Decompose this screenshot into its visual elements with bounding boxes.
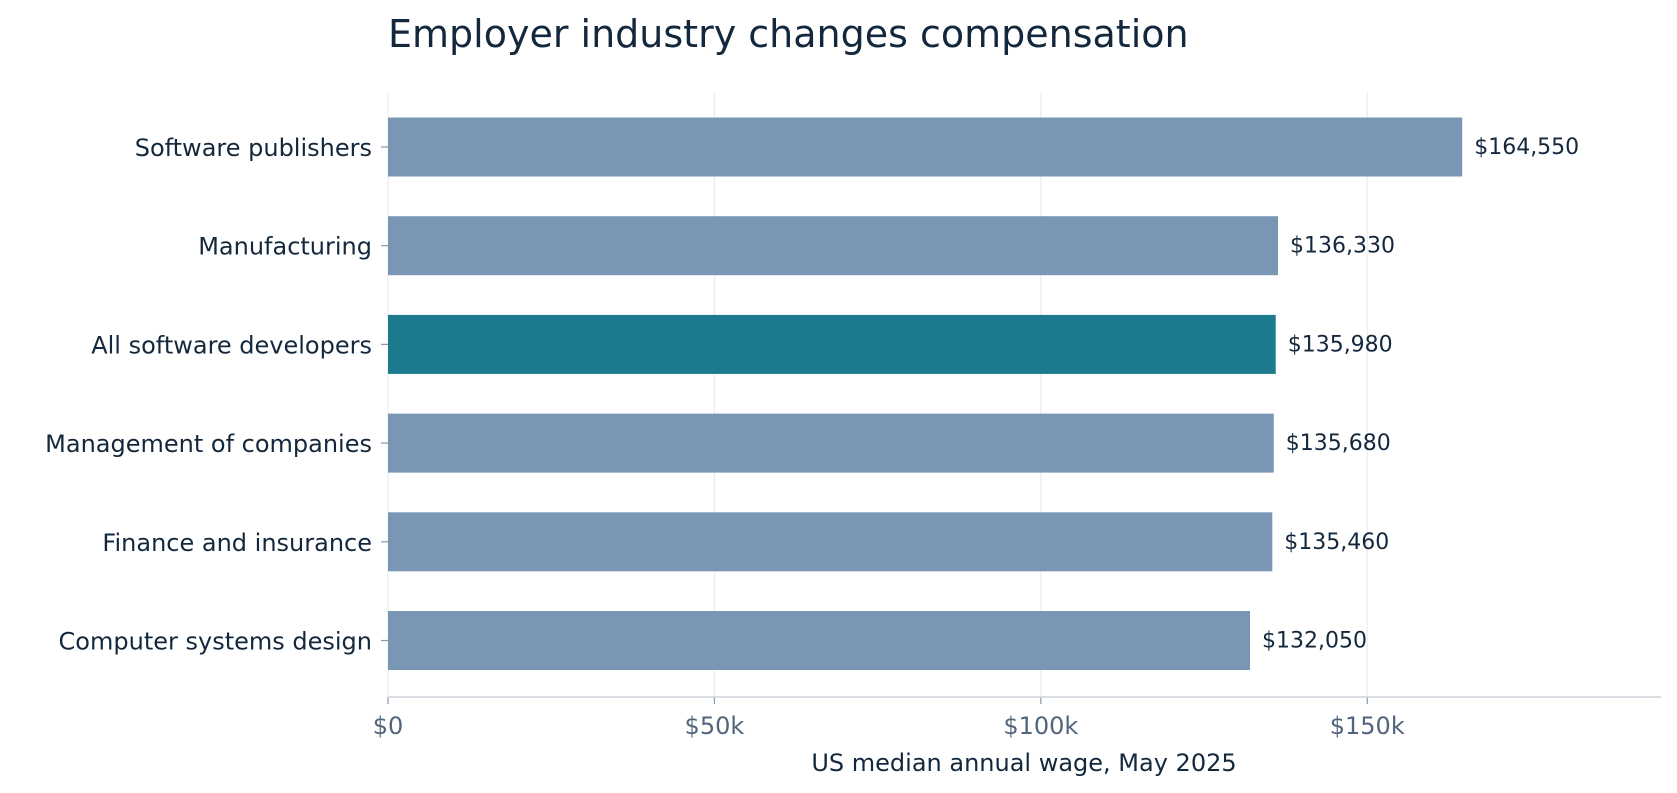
value-label: $132,050: [1262, 629, 1367, 654]
bars: Software publishers $164,550 Manufacturing…: [45, 117, 1579, 670]
value-label: $135,460: [1284, 530, 1389, 555]
x-tick-label: $50k: [685, 712, 745, 740]
value-label: $136,330: [1290, 234, 1395, 259]
bar: [388, 512, 1273, 572]
gridlines: [387, 92, 1368, 697]
category-label: Finance and insurance: [102, 529, 372, 557]
x-axis-title: US median annual wage, May 2025: [811, 749, 1236, 777]
bar: [388, 314, 1276, 374]
category-label: Management of companies: [45, 430, 372, 458]
x-axis: $0 $50k $100k $150k: [373, 696, 1661, 740]
category-label: Manufacturing: [198, 233, 372, 261]
x-tick-label: $0: [373, 712, 404, 740]
x-tick-label: $100k: [1003, 712, 1078, 740]
category-label: Software publishers: [135, 134, 372, 162]
bar: [388, 216, 1278, 276]
value-label: $164,550: [1474, 135, 1579, 160]
bar: [388, 117, 1463, 177]
value-label: $135,980: [1288, 332, 1393, 357]
bar: [388, 611, 1251, 670]
bar: [388, 413, 1274, 473]
category-label: Computer systems design: [59, 628, 372, 656]
x-tick-label: $150k: [1330, 712, 1405, 740]
value-label: $135,680: [1286, 431, 1391, 456]
chart-title: Employer industry changes compensation: [388, 12, 1189, 56]
category-label: All software developers: [91, 331, 372, 359]
